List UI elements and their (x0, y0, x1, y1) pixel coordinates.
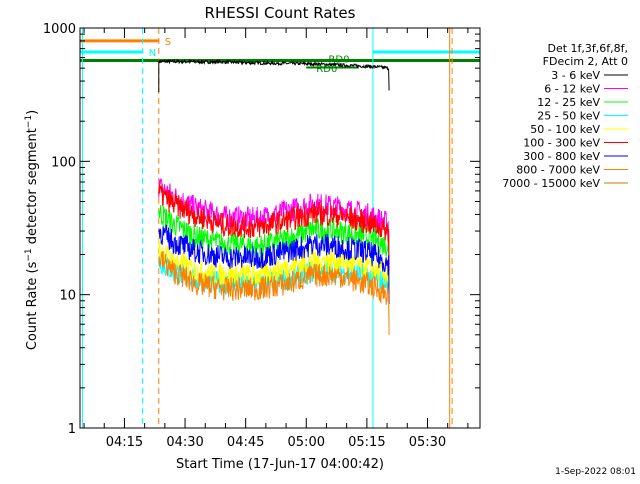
y-axis-label-part-2: detector segment (25, 128, 40, 248)
series-line-6 (158, 183, 390, 272)
legend-header-line-2: FDecim 2, Att 0 (543, 55, 628, 68)
legend-label-1: 3 - 6 keV (551, 69, 600, 82)
y-tick-label-2: 10 (59, 289, 76, 304)
y-tick-label-3: 100 (51, 155, 76, 170)
footer-date: 1-Sep-2022 08:01 (555, 467, 636, 477)
y-tick-label-1: 1 (68, 422, 76, 437)
annotation-3: RD0 (328, 55, 349, 66)
y-axis-label-part-3: ) (25, 110, 40, 115)
x-tick-label-3: 04:45 (227, 435, 264, 450)
x-axis-label: Start Time (17-Jun-17 04:00:42) (176, 457, 384, 472)
series-line-7 (158, 224, 390, 305)
legend-label-4: 25 - 50 keV (537, 110, 600, 123)
legend-label-7: 300 - 800 keV (523, 150, 600, 163)
series-line-1 (158, 58, 390, 91)
legend-label-6: 100 - 300 keV (523, 137, 600, 150)
chart-title: RHESSI Count Rates (205, 4, 356, 22)
x-tick-label-2: 04:30 (166, 435, 203, 450)
x-tick-label-5: 05:15 (348, 435, 385, 450)
annotation-4: RD0 (316, 64, 337, 75)
y-axis-label-sup-2: −1 (24, 115, 34, 128)
y-axis-label-part-1: Count Rate (s (25, 261, 40, 350)
annotation-1: S (165, 37, 171, 48)
legend-label-2: 6 - 12 keV (544, 83, 600, 96)
series-line-3 (158, 205, 390, 287)
annotation-2: N (149, 48, 156, 59)
legend-label-5: 50 - 100 keV (530, 123, 600, 136)
x-tick-label-1: 04:15 (106, 435, 143, 450)
legend-label-3: 12 - 25 keV (537, 96, 600, 109)
y-tick-label-4: 1000 (43, 22, 76, 37)
series-line-8 (158, 251, 390, 335)
legend-label-9: 7000 - 15000 keV (502, 177, 600, 190)
legend: Det 1f,3f,6f,8f, FDecim 2, Att 0 3 - 6 k… (502, 42, 628, 190)
series-line-5 (158, 238, 390, 316)
y-axis-label-sup-1: −1 (24, 248, 34, 261)
x-tick-label-6: 05:30 (409, 435, 446, 450)
y-axis-label: Count Rate (s−1 detector segment−1) (24, 110, 40, 350)
x-tick-label-4: 05:00 (288, 435, 325, 450)
plot-frame (79, 27, 481, 429)
legend-label-8: 800 - 7000 keV (516, 164, 600, 177)
legend-header-line-1: Det 1f,3f,6f,8f, (547, 42, 628, 55)
